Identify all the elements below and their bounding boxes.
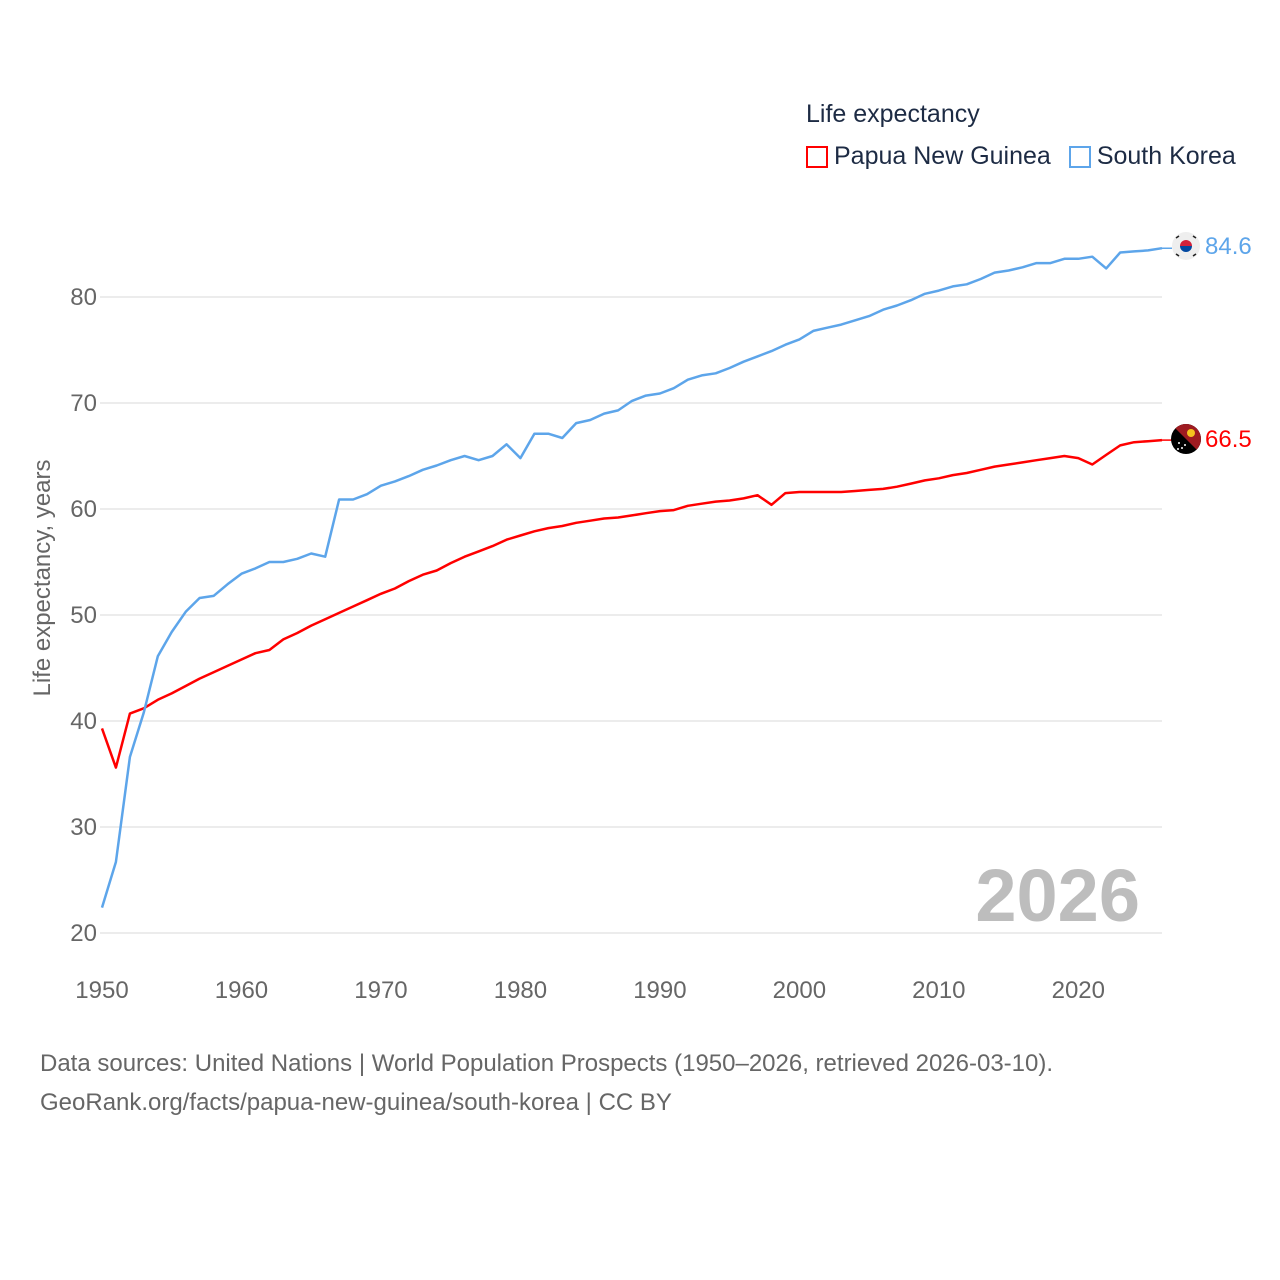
legend-swatch-korea (1068, 145, 1091, 168)
x-tick-label: 1990 (633, 977, 686, 1004)
korea-end-label: 84.6 (1205, 233, 1252, 260)
sources: Data sources: United Nations | World Pop… (40, 1044, 1053, 1122)
attribution-link[interactable]: GeoRank.org/facts/papua-new-guinea/south… (40, 1089, 672, 1116)
y-tick-label: 80 (70, 284, 97, 311)
png-end-label: 66.5 (1205, 426, 1252, 453)
data-sources-text: Data sources: United Nations | World Pop… (40, 1050, 1054, 1077)
x-tick-label: 1950 (75, 977, 128, 1004)
x-tick-label: 1970 (354, 977, 407, 1004)
year-watermark: 2026 (975, 854, 1140, 937)
y-tick-label: 30 (70, 814, 97, 841)
legend: Papua New Guinea South Korea (806, 142, 1236, 171)
x-tick-label: 1960 (215, 977, 268, 1004)
y-tick-label: 60 (70, 496, 97, 523)
y-axis-label: Life expectancy, years (29, 459, 56, 696)
series-line-south-korea[interactable] (100, 246, 1163, 908)
y-axis-ticks: 20 30 40 50 60 70 80 (70, 284, 97, 947)
south-korea-flag-icon (1172, 232, 1200, 260)
legend-swatch-png (806, 145, 828, 168)
y-tick-label: 40 (70, 708, 97, 735)
x-tick-label: 2020 (1052, 977, 1105, 1004)
legend-label: Papua New Guinea (834, 142, 1051, 170)
y-tick-label: 50 (70, 602, 97, 629)
y-tick-label: 70 (70, 390, 97, 417)
legend-title: Life expectancy (806, 100, 980, 128)
gridlines (100, 296, 1162, 934)
series-line-papua-new-guinea[interactable] (100, 438, 1163, 769)
x-tick-label: 2010 (912, 977, 965, 1004)
y-tick-label: 20 (70, 920, 97, 947)
papua-new-guinea-flag-icon (1171, 424, 1201, 454)
x-axis-ticks: 1950 1960 1970 1980 1990 2000 2010 2020 (75, 977, 1105, 1004)
x-tick-label: 2000 (773, 977, 826, 1004)
legend-item-papua-new-guinea[interactable]: Papua New Guinea (806, 142, 1051, 171)
x-tick-label: 1980 (494, 977, 547, 1004)
legend-item-south-korea[interactable]: South Korea (1068, 142, 1236, 171)
legend-label: South Korea (1096, 142, 1236, 170)
